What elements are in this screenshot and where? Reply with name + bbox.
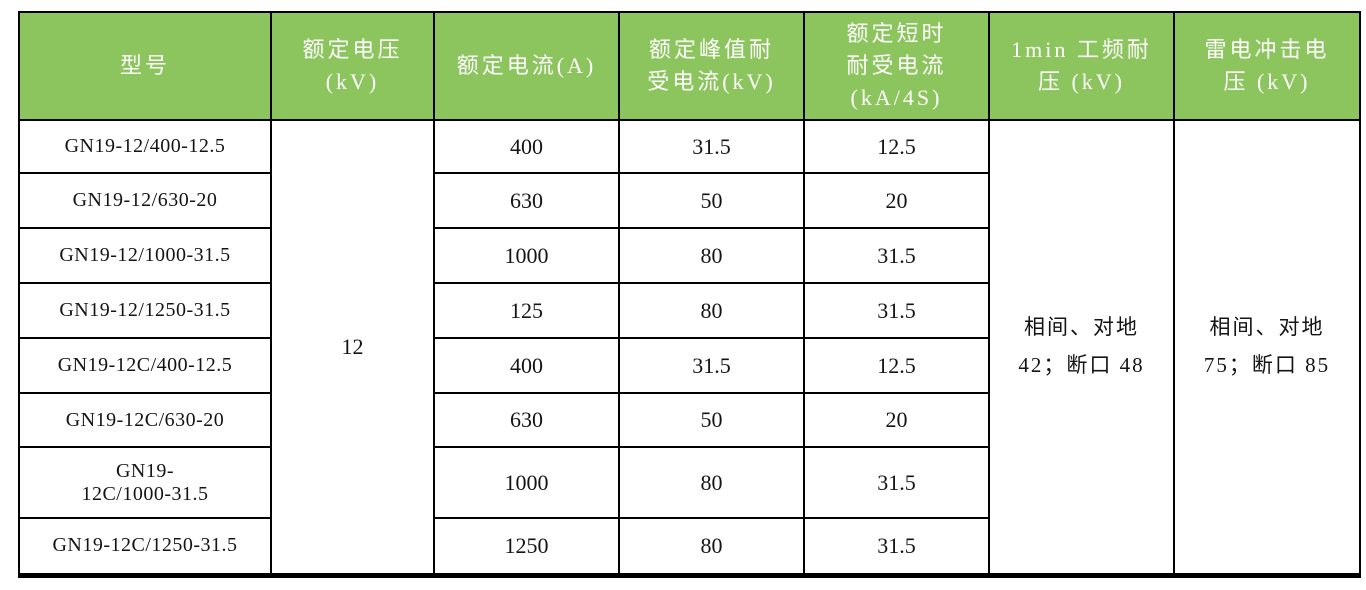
header-short-time-withstand: 额定短时 耐受电流 (kA/4S) bbox=[803, 11, 990, 121]
current-cell: 630 bbox=[433, 172, 620, 229]
current-cell: 630 bbox=[433, 392, 620, 448]
switch-spec-table: 型号 额定电压 (kV) 额定电流(A) 额定峰值耐 受电流(kV) 额定短时 … bbox=[18, 11, 1361, 578]
current-cell: 1000 bbox=[433, 227, 620, 284]
power-freq-cell: 相间、对地 42；断口 48 bbox=[988, 119, 1175, 576]
header-row: 型号 额定电压 (kV) 额定电流(A) 额定峰值耐 受电流(kV) 额定短时 … bbox=[18, 11, 1361, 121]
peak-cell: 31.5 bbox=[618, 119, 805, 174]
short-time-cell: 31.5 bbox=[803, 446, 990, 519]
table-row: GN19-12C/630-20 630 50 20 bbox=[18, 392, 1360, 448]
table-row: GN19-12/400-12.5 12 400 31.5 12.5 相间、对地 … bbox=[18, 119, 1361, 576]
current-cell: 1250 bbox=[433, 517, 620, 576]
spec-table-container: 型号 额定电压 (kV) 额定电流(A) 额定峰值耐 受电流(kV) 额定短时 … bbox=[18, 11, 1361, 578]
model-cell: GN19- 12C/1000-31.5 bbox=[18, 446, 272, 519]
short-time-cell: 31.5 bbox=[803, 227, 990, 284]
table-row: GN19-12C/1250-31.5 1250 80 31.5 bbox=[18, 517, 1360, 576]
current-cell: 400 bbox=[433, 337, 620, 394]
peak-cell: 80 bbox=[618, 282, 805, 339]
peak-cell: 80 bbox=[618, 517, 805, 576]
model-cell: GN19-12C/1250-31.5 bbox=[18, 517, 272, 576]
model-cell: GN19-12/630-20 bbox=[18, 172, 272, 229]
current-cell: 1000 bbox=[433, 446, 620, 519]
peak-cell: 31.5 bbox=[618, 337, 805, 394]
short-time-cell: 31.5 bbox=[803, 282, 990, 339]
header-lightning-impulse: 雷电冲击电 压 (kV) bbox=[1173, 11, 1361, 121]
short-time-cell: 20 bbox=[803, 392, 990, 448]
model-cell: GN19-12C/400-12.5 bbox=[18, 337, 272, 394]
header-peak-withstand: 额定峰值耐 受电流(kV) bbox=[618, 11, 805, 121]
table-row: GN19-12/1000-31.5 1000 80 31.5 bbox=[18, 227, 1360, 284]
lightning-impulse-cell: 相间、对地 75；断口 85 bbox=[1173, 119, 1361, 576]
table-row: GN19-12/1250-31.5 125 80 31.5 bbox=[18, 282, 1360, 339]
header-model: 型号 bbox=[18, 11, 272, 121]
peak-cell: 50 bbox=[618, 392, 805, 448]
table-row: GN19- 12C/1000-31.5 1000 80 31.5 bbox=[18, 446, 1360, 519]
header-power-freq-withstand: 1min 工频耐 压 (kV) bbox=[988, 11, 1175, 121]
short-time-cell: 12.5 bbox=[803, 119, 990, 174]
header-rated-current: 额定电流(A) bbox=[433, 11, 620, 121]
current-cell: 400 bbox=[433, 119, 620, 174]
short-time-cell: 12.5 bbox=[803, 337, 990, 394]
table-row: GN19-12C/400-12.5 400 31.5 12.5 bbox=[18, 337, 1360, 394]
peak-cell: 80 bbox=[618, 227, 805, 284]
peak-cell: 50 bbox=[618, 172, 805, 229]
short-time-cell: 20 bbox=[803, 172, 990, 229]
rated-voltage-cell: 12 bbox=[270, 119, 435, 576]
current-cell: 125 bbox=[433, 282, 620, 339]
short-time-cell: 31.5 bbox=[803, 517, 990, 576]
table-row: GN19-12/630-20 630 50 20 bbox=[18, 172, 1360, 229]
model-cell: GN19-12/1000-31.5 bbox=[18, 227, 272, 284]
model-cell: GN19-12C/630-20 bbox=[18, 392, 272, 448]
model-cell: GN19-12/1250-31.5 bbox=[18, 282, 272, 339]
header-rated-voltage: 额定电压 (kV) bbox=[270, 11, 435, 121]
model-cell: GN19-12/400-12.5 bbox=[18, 119, 272, 174]
peak-cell: 80 bbox=[618, 446, 805, 519]
